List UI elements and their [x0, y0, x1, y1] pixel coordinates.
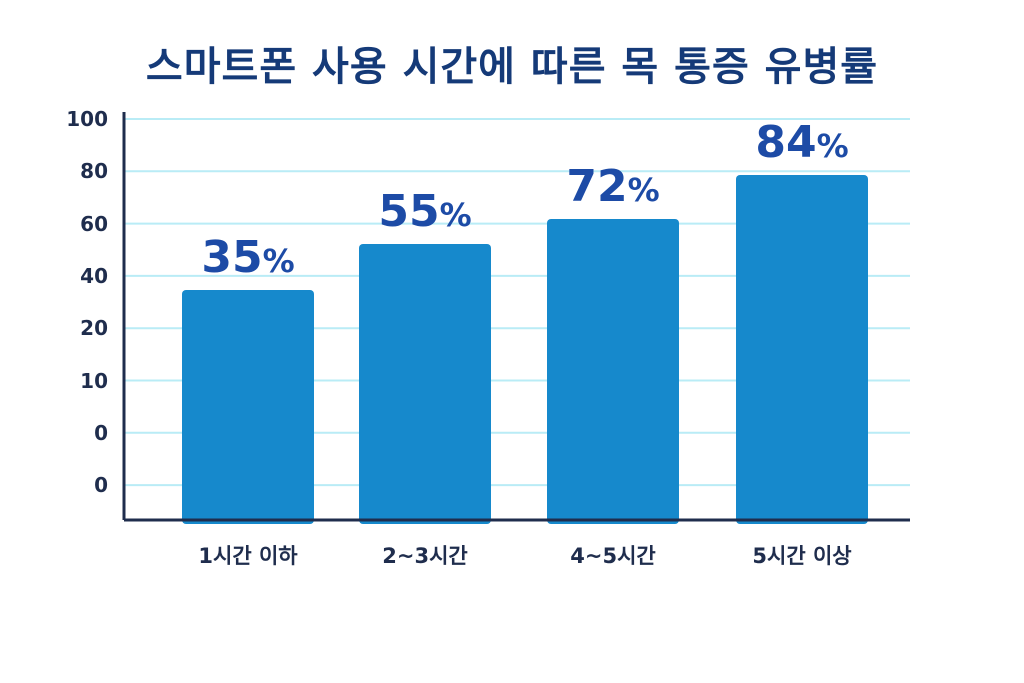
data-label: 35%	[201, 232, 295, 283]
y-tick-label: 100	[66, 107, 108, 131]
y-tick-label: 20	[80, 316, 108, 341]
chart-title: 스마트폰 사용 시간에 따른 목 통증 유병률	[145, 44, 879, 90]
bar	[359, 244, 491, 524]
bar	[182, 290, 314, 524]
data-label: 72%	[566, 161, 660, 212]
x-tick-label: 2~3시간	[382, 544, 468, 568]
x-tick-label: 4~5시간	[570, 544, 656, 568]
y-tick-label: 10	[80, 368, 108, 393]
x-tick-label: 1시간 이하	[198, 544, 298, 568]
y-tick-label: 0	[94, 420, 108, 445]
bar	[736, 175, 868, 524]
y-tick-label: 40	[80, 263, 108, 288]
x-tick-label: 5시간 이상	[752, 544, 852, 568]
y-tick-label: 80	[80, 159, 108, 184]
y-tick-label: 60	[80, 211, 108, 236]
data-label: 84%	[755, 117, 849, 168]
y-tick-label: 0	[94, 473, 108, 498]
data-label: 55%	[378, 186, 472, 237]
bar	[547, 219, 679, 524]
